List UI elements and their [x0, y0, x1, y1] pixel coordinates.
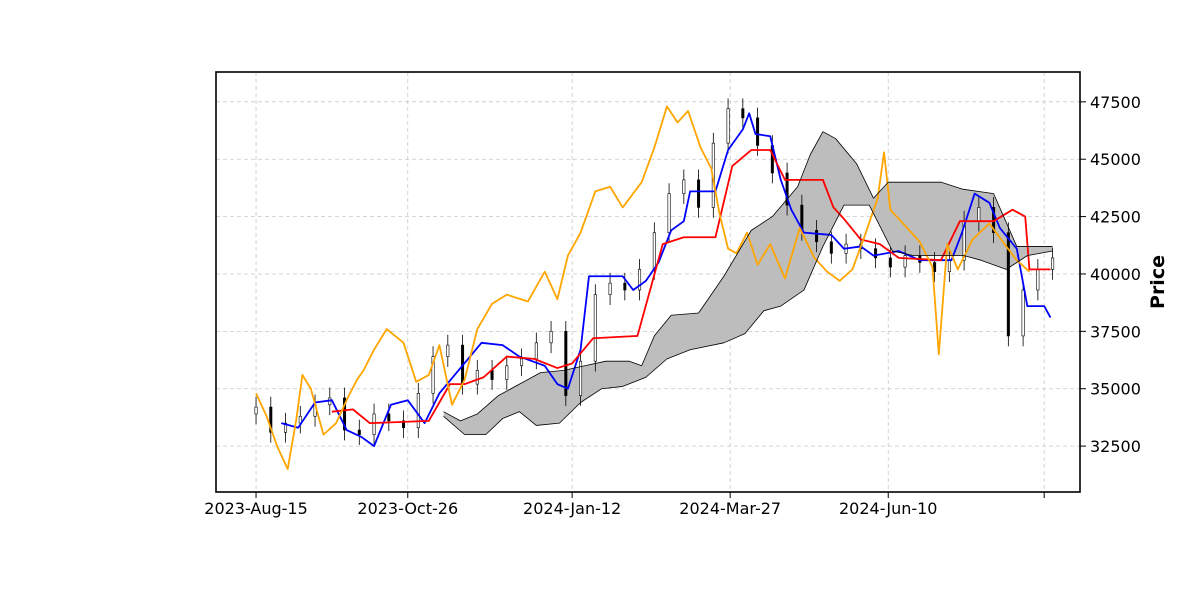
y-tick-label: 45000 [1090, 150, 1141, 169]
x-axis: 2023-Aug-15 2023-Oct-26 2024-Jan-12 2024-Ma… [204, 492, 1045, 518]
candle-body [475, 370, 479, 385]
y-axis-title: Price [1147, 255, 1169, 309]
candle-body [593, 294, 597, 362]
candle-body [726, 108, 730, 144]
candle-body [343, 397, 347, 431]
y-tick-label: 35000 [1090, 380, 1141, 399]
indicator-lines [255, 105, 1053, 470]
candle-body [652, 232, 656, 270]
candle-body [416, 393, 420, 429]
y-tick-label: 42500 [1090, 208, 1141, 227]
candle-body [638, 269, 642, 291]
candle-body [623, 282, 627, 291]
candle-body [608, 282, 612, 295]
y-tick-label: 40000 [1090, 265, 1141, 284]
candle-body [357, 429, 361, 435]
candle-body [1051, 257, 1055, 270]
candle-body [785, 172, 789, 206]
cloud-fill [443, 131, 1053, 435]
candle-body [1021, 289, 1025, 337]
candle-body [829, 241, 833, 254]
candle-body [505, 365, 509, 380]
x-tick-label: 2024-Jan-12 [523, 499, 621, 518]
candle-body [947, 259, 951, 272]
candle-body [682, 179, 686, 194]
candle-body [741, 108, 745, 119]
candle-body [284, 422, 288, 433]
candle-body [269, 406, 273, 433]
series-line-1 [331, 149, 1051, 425]
candle-body [933, 262, 937, 272]
candle-body [520, 358, 524, 367]
candle-body [667, 193, 671, 233]
cloud-upper-line [443, 131, 1053, 422]
candle-body [431, 356, 435, 394]
candle-body [490, 370, 494, 380]
grid-layer [216, 72, 1080, 492]
x-tick-label: 2024-Jun-10 [839, 499, 938, 518]
candle-body [888, 257, 892, 268]
candle-body [756, 117, 760, 146]
candle-body [534, 342, 538, 360]
candle-body [549, 331, 553, 344]
series-line-2 [255, 105, 1031, 470]
x-tick-label: 2024-Mar-27 [679, 499, 781, 518]
candle-body [903, 255, 907, 268]
y-axis: 32500 35000 37500 40000 42500 45000 47500 [1080, 93, 1141, 456]
x-tick-label: 2023-Oct-26 [357, 499, 458, 518]
candle-body [254, 406, 258, 415]
candle-body [564, 331, 568, 396]
candle-body [697, 179, 701, 208]
series-line-0 [281, 112, 1052, 447]
candle-body [1006, 232, 1010, 337]
candle-body [446, 344, 450, 357]
candle-body [579, 360, 583, 396]
y-tick-label: 32500 [1090, 437, 1141, 456]
candle-body [387, 413, 391, 422]
candle-body [874, 248, 878, 259]
y-tick-label: 37500 [1090, 322, 1141, 341]
y-tick-label: 47500 [1090, 93, 1141, 112]
cloud-lower-line [443, 204, 1053, 436]
candle-body [372, 413, 376, 435]
candle-body [402, 420, 406, 429]
candle-body [815, 230, 819, 243]
candle-body [977, 207, 981, 222]
candle-body [1036, 269, 1040, 291]
ichimoku-cloud [443, 131, 1053, 435]
x-tick-label: 2023-Aug-15 [204, 499, 308, 518]
plot-frame [215, 71, 1081, 493]
